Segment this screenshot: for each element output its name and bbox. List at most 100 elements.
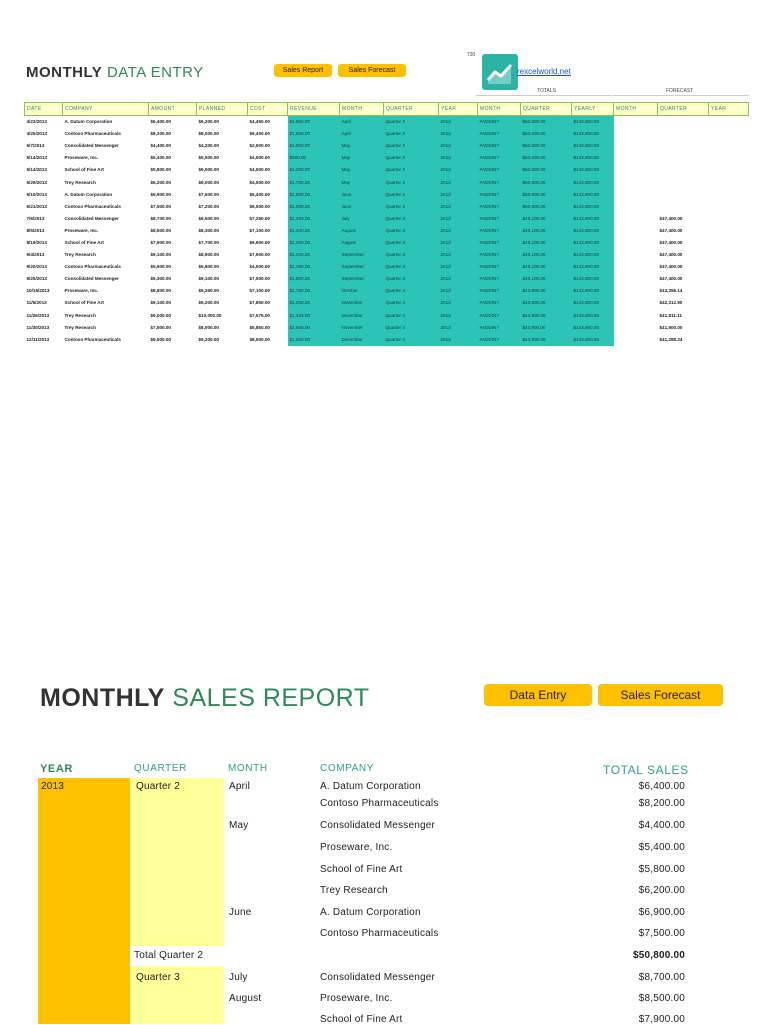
table-cell[interactable]: Contoso Pharmaceuticals [64,336,121,342]
table-cell[interactable]: Quarter 3 [383,249,439,262]
table-cell[interactable] [614,213,658,225]
table-cell[interactable]: #ADDIN? [477,140,521,153]
table-cell[interactable]: $1,300.00 [287,236,340,250]
table-cell[interactable]: Quarter 2 [383,188,439,201]
table-cell[interactable] [614,128,658,140]
table-cell[interactable]: $2,600.00 [249,143,270,149]
table-cell[interactable]: $8,500.00 [198,215,219,221]
table-cell[interactable] [614,273,658,285]
table-cell[interactable] [614,225,658,237]
table-cell[interactable]: $143,800.00 [571,152,614,165]
table-cell[interactable]: $6,600.00 [249,239,270,245]
table-cell[interactable]: Quarter 2 [383,200,439,213]
table-cell[interactable]: 2013 [438,224,478,237]
column-header[interactable]: PLANNED [196,102,248,116]
table-cell[interactable]: August [339,224,384,237]
table-cell[interactable]: 2013 [438,152,478,165]
table-cell[interactable]: $6,500.00 [249,203,270,209]
table-cell[interactable]: 2013 [438,285,478,298]
table-cell[interactable]: $41,500.00 [659,324,683,330]
table-cell[interactable]: $47,400.00 [659,264,683,270]
table-cell[interactable]: $47,400.00 [659,215,683,221]
table-cell[interactable]: April [339,115,384,129]
table-cell[interactable]: $6,000.00 [198,167,219,173]
table-cell[interactable]: Consolidated Messenger [64,215,119,221]
table-cell[interactable]: 5/7/2013 [26,143,45,149]
table-cell[interactable]: Quarter 4 [383,321,439,334]
table-cell[interactable]: $143,800.00 [571,333,614,346]
table-cell[interactable]: $1,300.00 [287,164,340,177]
table-cell[interactable]: $1,000.00 [287,200,340,213]
table-cell[interactable]: $143,800.00 [571,176,614,189]
table-cell[interactable]: $143,800.00 [571,236,614,250]
table-cell[interactable]: $47,400.00 [659,252,683,258]
table-cell[interactable]: $5,600.00 [150,264,171,270]
table-cell[interactable]: 2013 [438,140,478,153]
table-cell[interactable]: Quarter 2 [383,164,439,177]
table-cell[interactable]: #ADDIN? [477,273,521,286]
table-cell[interactable]: Proseware, Inc. [64,227,99,233]
table-cell[interactable]: $49,100.00 [520,212,572,225]
table-cell[interactable]: June [339,188,384,201]
table-cell[interactable]: 2013 [438,273,478,286]
table-cell[interactable]: #ADDIN? [477,321,521,334]
table-cell[interactable]: $47,400.00 [659,227,683,233]
table-cell[interactable]: Trey Research [64,312,96,318]
table-cell[interactable] [709,273,749,285]
table-cell[interactable]: 11/26/2013 [26,312,50,318]
table-cell[interactable] [614,322,658,334]
table-cell[interactable] [614,201,658,213]
table-cell[interactable]: $7,500.00 [249,276,270,282]
column-header[interactable]: YEAR [708,102,749,116]
table-cell[interactable]: $7,500.00 [150,203,171,209]
table-cell[interactable]: $50,800.00 [520,176,572,189]
table-cell[interactable]: $43,900.00 [520,285,572,298]
table-cell[interactable]: $1,950.00 [287,115,340,129]
table-cell[interactable]: $10,000.00 [198,312,222,318]
table-cell[interactable] [614,285,658,297]
table-cell[interactable] [709,249,749,261]
table-cell[interactable]: 2013 [438,164,478,177]
table-cell[interactable]: School of Fine Art [64,300,104,306]
table-cell[interactable]: $47,400.00 [659,276,683,282]
table-cell[interactable]: $7,200.00 [198,203,219,209]
table-cell[interactable] [614,116,658,129]
table-cell[interactable]: $143,800.00 [571,249,614,262]
table-cell[interactable] [614,261,658,273]
table-cell[interactable] [709,285,749,297]
table-cell[interactable]: $143,800.00 [571,212,614,225]
table-cell[interactable]: $143,800.00 [571,285,614,298]
table-cell[interactable]: #ADDIN? [477,188,521,201]
table-cell[interactable]: $7,900.00 [249,252,270,258]
table-cell[interactable] [614,334,658,346]
table-cell[interactable]: $4,450.00 [249,119,270,125]
table-cell[interactable] [658,176,709,188]
table-cell[interactable]: April [339,128,384,141]
table-cell[interactable] [709,297,749,309]
table-cell[interactable]: 4/25/2013 [26,131,47,137]
table-cell[interactable]: May [339,164,384,177]
table-cell[interactable]: $43,256.14 [659,288,683,294]
table-cell[interactable] [709,213,749,225]
table-cell[interactable]: $5,400.00 [249,191,270,197]
table-cell[interactable] [658,164,709,176]
table-cell[interactable]: $43,900.00 [520,309,572,322]
table-cell[interactable] [658,140,709,152]
table-cell[interactable]: School of Fine Art [64,167,104,173]
table-cell[interactable]: $9,100.00 [150,252,171,258]
table-cell[interactable]: #ADDIN? [477,224,521,237]
sales-forecast-button[interactable]: Sales Forecast [338,64,406,77]
table-cell[interactable]: $8,500.00 [150,227,171,233]
table-cell[interactable]: Quarter 3 [383,212,439,225]
table-cell[interactable]: $143,800.00 [571,273,614,286]
table-cell[interactable] [709,334,749,346]
table-cell[interactable]: June [339,200,384,213]
table-cell[interactable]: #ADDIN? [477,128,521,141]
table-cell[interactable]: Contoso Pharmaceuticals [64,203,121,209]
table-cell[interactable]: $9,300.00 [150,276,171,282]
table-cell[interactable]: $49,100.00 [520,236,572,250]
table-cell[interactable]: August [339,236,384,250]
table-cell[interactable]: $41,811.11 [659,312,682,318]
table-cell[interactable]: $6,900.00 [150,191,171,197]
table-cell[interactable]: $5,400.00 [150,155,171,161]
